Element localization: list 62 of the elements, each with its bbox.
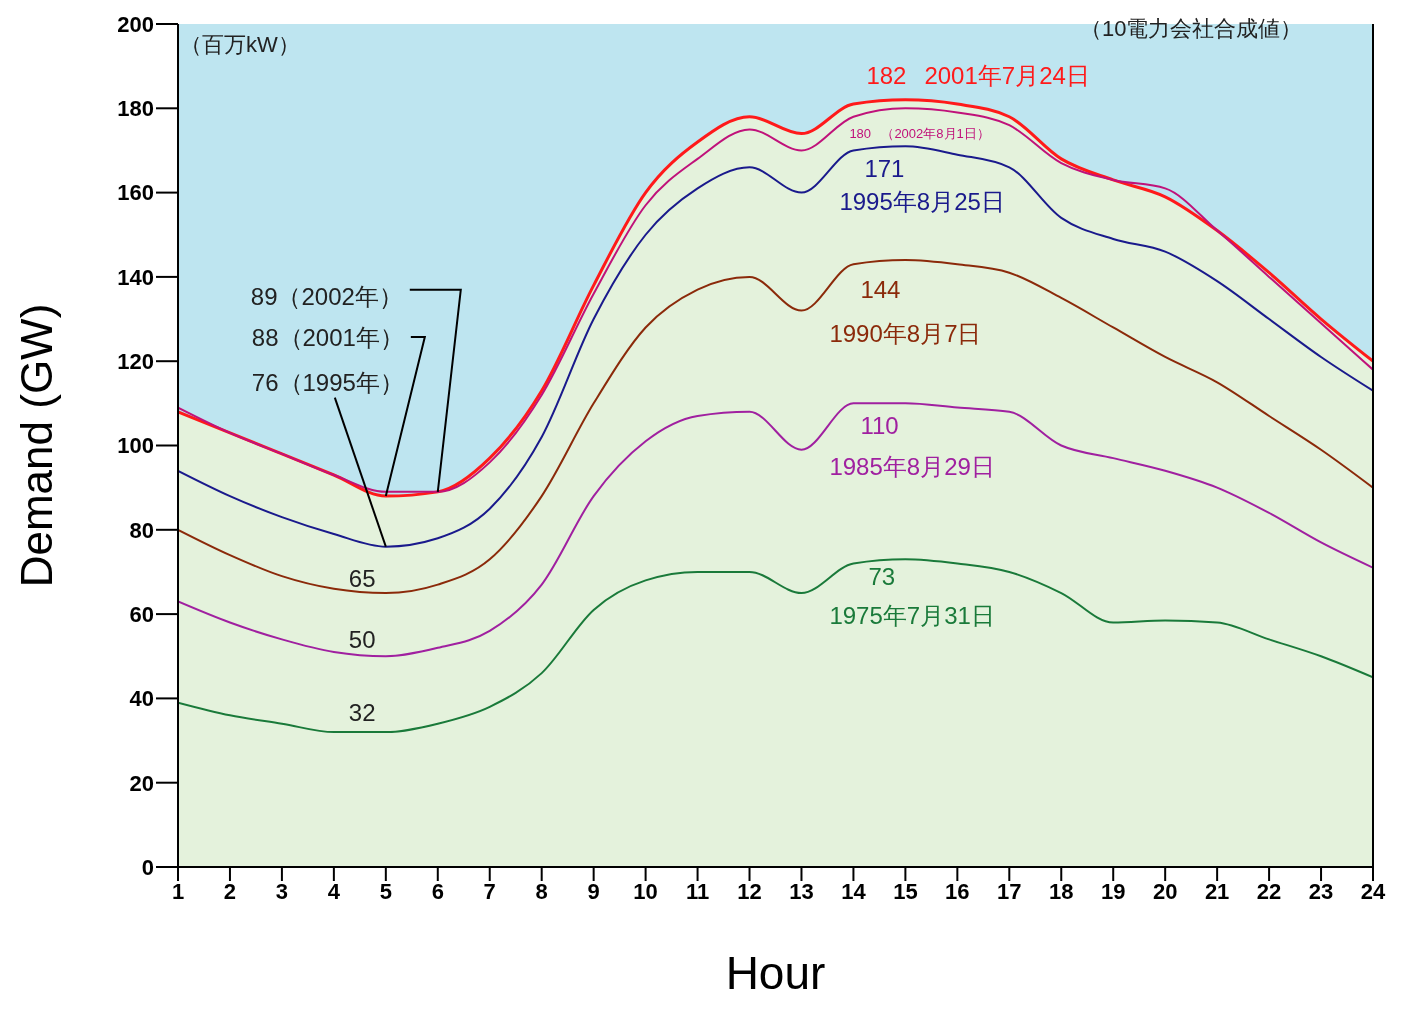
x-tick-label: 13 xyxy=(789,878,814,904)
y-tick-label: 140 xyxy=(117,264,154,290)
annotation: 32 xyxy=(348,699,376,727)
x-tick-label: 7 xyxy=(483,878,496,904)
line-series xyxy=(178,145,1373,548)
annotation: 65 xyxy=(348,565,376,593)
y-tick-label: 120 xyxy=(117,349,154,375)
y-axis-title: Demand (GW) xyxy=(11,303,61,588)
line-series xyxy=(178,558,1373,734)
x-tick-label: 22 xyxy=(1256,878,1282,904)
y-tick-label: 0 xyxy=(141,854,154,880)
annotation: 76（1995年） xyxy=(251,368,404,396)
annotation: 89（2002年） xyxy=(250,282,403,310)
x-tick-label: 14 xyxy=(841,878,867,904)
annotation: （百万kW） xyxy=(180,32,300,57)
x-tick-label: 20 xyxy=(1152,878,1178,904)
annotation: 50 xyxy=(348,626,376,654)
y-tick-label: 40 xyxy=(129,686,154,712)
x-tick-label: 9 xyxy=(587,878,600,904)
y-tick-label: 20 xyxy=(129,770,154,796)
x-tick-label: 10 xyxy=(633,878,658,904)
x-tick-label: 5 xyxy=(379,878,392,904)
x-tick-label: 11 xyxy=(685,878,710,904)
annotation: 73 xyxy=(868,563,896,591)
x-tick-label: 19 xyxy=(1100,878,1126,904)
y-tick-label: 180 xyxy=(117,96,154,122)
x-tick-label: 2 xyxy=(223,878,237,904)
annotation: 180 xyxy=(849,126,872,142)
line-series xyxy=(178,259,1373,595)
y-tick-label: 160 xyxy=(117,180,154,206)
series-label: 1995年8月25日 xyxy=(839,188,1005,216)
annotation: 88（2001年） xyxy=(251,324,404,352)
series-label: 1990年8月7日 xyxy=(829,320,982,348)
x-tick-label: 23 xyxy=(1308,878,1334,904)
y-tick-label: 60 xyxy=(129,601,154,627)
annotation: （10電力会社合成値） xyxy=(1080,16,1303,41)
x-tick-label: 24 xyxy=(1360,878,1386,904)
x-tick-label: 3 xyxy=(275,878,289,904)
series-label: （2002年8月1日） xyxy=(881,126,990,142)
annotation: 110 xyxy=(860,412,899,440)
x-axis-title: Hour xyxy=(725,947,826,999)
y-tick-label: 80 xyxy=(129,517,154,543)
x-tick-label: 15 xyxy=(893,878,918,904)
series-label: 2001年7月24日 xyxy=(924,61,1090,89)
x-tick-label: 4 xyxy=(327,878,341,904)
x-tick-label: 17 xyxy=(997,878,1022,904)
y-tick-label: 100 xyxy=(117,433,154,459)
x-tick-label: 1 xyxy=(171,878,185,904)
x-tick-label: 16 xyxy=(945,878,970,904)
series-label: 1975年7月31日 xyxy=(829,602,995,630)
annotation: 182 xyxy=(866,61,907,89)
series-label: 1985年8月29日 xyxy=(829,453,995,481)
x-tick-label: 6 xyxy=(431,878,444,904)
line-series xyxy=(178,402,1373,658)
annotation: 144 xyxy=(860,276,901,304)
x-tick-label: 8 xyxy=(535,878,548,904)
x-tick-label: 21 xyxy=(1204,878,1230,904)
annotation: 171 xyxy=(864,155,905,183)
line-series xyxy=(178,107,1373,493)
x-tick-label: 18 xyxy=(1049,878,1074,904)
y-tick-label: 200 xyxy=(117,11,154,37)
x-tick-label: 12 xyxy=(737,878,762,904)
